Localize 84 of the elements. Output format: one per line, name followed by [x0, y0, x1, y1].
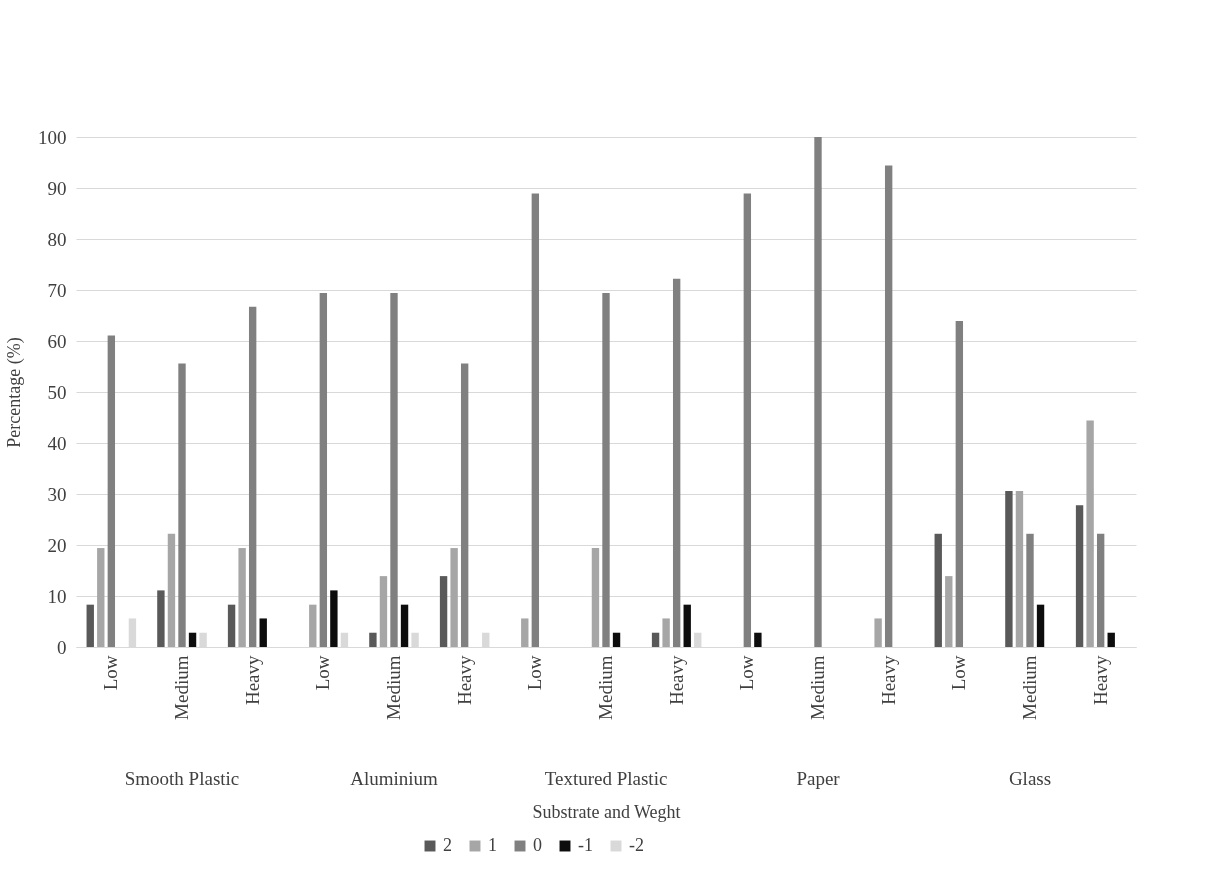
- x-tick-label: Low: [524, 655, 546, 691]
- x-axis-title: Substrate and Weght: [532, 801, 681, 822]
- bar: [97, 548, 105, 647]
- bar: [178, 363, 186, 647]
- y-tick-label: 20: [47, 534, 67, 556]
- y-tick-label: 50: [47, 381, 67, 403]
- bar: [672, 278, 681, 647]
- text: Aluminium: [350, 768, 439, 789]
- text: Paper: [796, 768, 841, 789]
- bar: [259, 618, 267, 647]
- y-axis-title: Percentage (%): [4, 337, 25, 448]
- bar: [400, 604, 409, 647]
- y-tick-label: 60: [47, 330, 67, 352]
- text: Textured Plastic: [544, 768, 668, 789]
- bar: [662, 618, 670, 647]
- legend-label: 1: [488, 835, 497, 855]
- x-tick-label: Heavy: [665, 655, 687, 706]
- bar: [227, 604, 236, 647]
- bar: [521, 618, 529, 647]
- bar: [157, 590, 165, 647]
- bar: [330, 590, 338, 647]
- bar: [1107, 632, 1115, 647]
- bar: [309, 604, 317, 647]
- bar: [1005, 490, 1013, 647]
- x-tick-label: Heavy: [453, 655, 475, 706]
- bar: [955, 321, 964, 647]
- bar: [1036, 604, 1045, 647]
- bar: [743, 193, 752, 647]
- bar: [107, 335, 116, 647]
- x-tick-label: Heavy: [877, 655, 899, 706]
- bar: [1075, 505, 1084, 647]
- bar: [86, 604, 94, 647]
- bar: [683, 604, 691, 647]
- x-tick-label: Heavy: [1089, 655, 1111, 706]
- legend-label: -2: [629, 835, 644, 855]
- x-tick-label: Heavy: [241, 655, 263, 706]
- bar: [439, 576, 448, 647]
- bar: [167, 533, 176, 647]
- bar: [934, 533, 942, 647]
- x-tick-label: Medium: [171, 655, 192, 720]
- bar: [248, 306, 257, 647]
- x-tick-label: Low: [736, 655, 758, 691]
- text: Glass: [1008, 768, 1052, 789]
- x-tick-label: Low: [312, 655, 334, 691]
- bar: [612, 632, 621, 647]
- bar: [390, 293, 398, 647]
- bar: [651, 632, 660, 647]
- legend-label: -1: [578, 835, 593, 855]
- bar: [1015, 490, 1024, 647]
- y-tick-label: 40: [47, 432, 67, 454]
- y-tick-label: 10: [47, 585, 67, 607]
- y-tick-label: 100: [38, 126, 67, 148]
- y-tick-label: 70: [47, 279, 67, 301]
- bar: [945, 576, 953, 647]
- bar: [1096, 533, 1105, 647]
- bar: [460, 363, 469, 647]
- y-tick-label: 30: [47, 483, 67, 505]
- bar: [754, 632, 762, 647]
- y-tick-label: 0: [57, 636, 67, 658]
- bar: [1086, 420, 1094, 647]
- bar: [1026, 533, 1034, 647]
- bar: [531, 193, 540, 647]
- y-tick-label: 90: [47, 177, 67, 199]
- bar: [814, 137, 822, 647]
- legend-label: 0: [533, 835, 542, 855]
- bar: [238, 548, 246, 647]
- bar: [188, 632, 197, 647]
- y-tick-label: 80: [47, 228, 67, 250]
- text: Smooth Plastic: [124, 768, 240, 789]
- x-tick-label: Low: [948, 655, 970, 691]
- bar: [602, 293, 610, 647]
- bar: [369, 632, 377, 647]
- bar: [319, 293, 328, 647]
- bar: [884, 165, 893, 647]
- legend-label: 2: [443, 835, 452, 855]
- bar: [874, 618, 882, 647]
- bar: [450, 548, 458, 647]
- bar: [591, 548, 600, 647]
- x-tick-label: Medium: [1019, 655, 1040, 720]
- bar: [379, 576, 388, 647]
- x-tick-label: Medium: [383, 655, 404, 720]
- x-tick-label: Medium: [595, 655, 616, 720]
- x-tick-label: Low: [100, 655, 122, 691]
- x-tick-label: Medium: [807, 655, 828, 720]
